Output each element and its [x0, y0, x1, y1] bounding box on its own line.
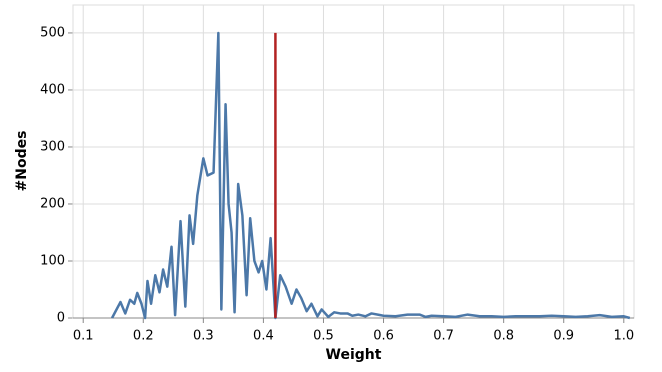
y-tick-label: 200 [40, 196, 65, 211]
y-tick-label: 0 [57, 311, 65, 326]
data-line [110, 31, 631, 320]
x-axis-title: Weight [326, 347, 382, 363]
x-tick-label: 0.5 [313, 329, 334, 344]
y-axis-title: #Nodes [14, 131, 30, 192]
x-tick-label: 0.4 [253, 329, 274, 344]
y-tick-label: 500 [40, 25, 65, 40]
y-tick-label: 100 [40, 253, 65, 268]
x-tick-label: 0.6 [373, 329, 394, 344]
y-tick-label: 300 [40, 139, 65, 154]
x-tick-label: 0.7 [433, 329, 454, 344]
x-tick-label: 0.1 [73, 329, 94, 344]
y-tick-label: 400 [40, 82, 65, 97]
x-tick-label: 0.9 [553, 329, 574, 344]
x-tick-label: 0.3 [193, 329, 214, 344]
x-tick-label: 0.8 [493, 329, 514, 344]
plot-frame [72, 4, 635, 319]
x-tick-label: 1.0 [613, 329, 634, 344]
x-tick-label: 0.2 [133, 329, 154, 344]
